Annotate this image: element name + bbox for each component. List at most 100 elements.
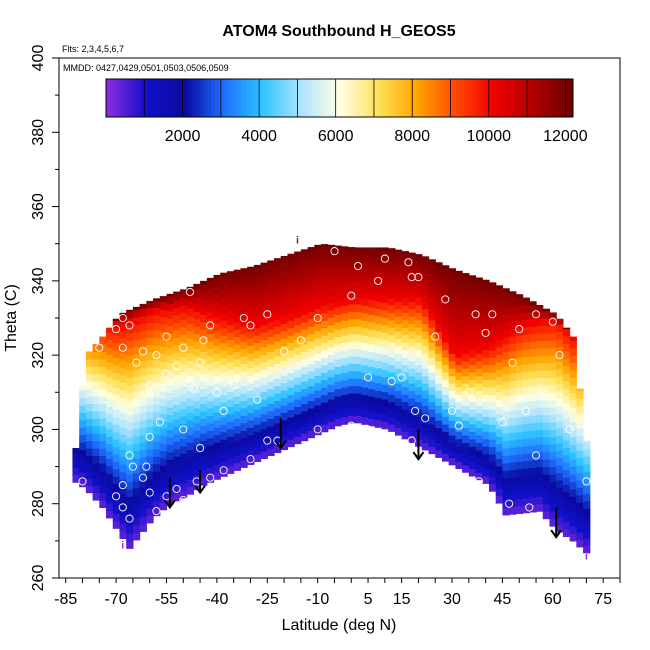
heatmap-cell xyxy=(220,468,228,477)
heatmap-cell xyxy=(448,435,456,444)
heatmap-cell xyxy=(354,348,362,357)
heatmap-cell xyxy=(300,262,309,271)
heatmap-cell xyxy=(119,367,127,376)
heatmap-cell xyxy=(448,331,456,340)
heatmap-cell xyxy=(488,446,497,455)
heatmap-cell xyxy=(233,440,241,449)
observation-point xyxy=(132,358,141,367)
heatmap-cell xyxy=(280,345,289,354)
heatmap-cell xyxy=(522,453,530,462)
heatmap-cell xyxy=(186,375,194,384)
heatmap-cell xyxy=(529,422,537,431)
heatmap-cell xyxy=(200,396,208,405)
heatmap-cell xyxy=(495,495,504,504)
heatmap-cell xyxy=(206,355,215,364)
heatmap-cell xyxy=(146,351,154,360)
heatmap-cell xyxy=(153,389,161,398)
heatmap-cell xyxy=(300,351,309,360)
heatmap-cell xyxy=(354,407,362,416)
heatmap-cell xyxy=(273,318,282,327)
observation-point xyxy=(441,295,450,304)
heatmap-cell xyxy=(287,394,295,403)
heatmap-cell xyxy=(556,390,564,399)
heatmap-cell xyxy=(132,391,141,400)
colorbar-segment xyxy=(106,79,111,117)
heatmap-cell xyxy=(112,318,121,321)
heatmap-cell xyxy=(509,320,517,329)
heatmap-cell xyxy=(495,384,504,393)
heatmap-cell xyxy=(347,281,356,290)
heatmap-cell xyxy=(576,388,584,392)
heatmap-cell xyxy=(509,439,517,448)
heatmap-cell xyxy=(361,357,369,366)
heatmap-cell xyxy=(388,371,396,380)
heatmap-cell xyxy=(361,290,369,299)
heatmap-cell xyxy=(542,377,551,386)
heatmap-cell xyxy=(435,264,443,273)
heatmap-cell xyxy=(314,323,322,332)
heatmap-cell xyxy=(556,509,564,518)
heatmap-cell xyxy=(179,371,188,380)
heatmap-cell xyxy=(253,290,262,299)
heatmap-cell xyxy=(126,474,134,483)
heatmap-cell xyxy=(536,436,544,445)
heatmap-cell xyxy=(119,315,127,324)
heatmap-cell xyxy=(314,382,322,391)
heatmap-cell xyxy=(475,279,483,288)
observation-point xyxy=(246,455,255,464)
heatmap-cell xyxy=(562,447,571,456)
heatmap-cell xyxy=(448,405,456,414)
heatmap-cell xyxy=(200,292,208,301)
observation-point xyxy=(125,514,134,523)
heatmap-cell xyxy=(488,335,497,344)
heatmap-cell xyxy=(354,247,362,253)
heatmap-cell xyxy=(206,430,215,439)
heatmap-cell xyxy=(206,400,215,409)
heatmap-cell xyxy=(92,403,100,412)
heatmap-cell xyxy=(401,349,409,358)
heatmap-cell xyxy=(213,308,221,317)
heatmap-cell xyxy=(126,384,134,393)
heatmap-cell xyxy=(179,401,188,410)
heatmap-cell xyxy=(441,401,450,410)
heatmap-cell xyxy=(388,349,396,358)
heatmap-cell xyxy=(173,441,181,450)
heatmap-cell xyxy=(112,372,121,381)
heatmap-cell xyxy=(193,482,201,491)
heatmap-cell xyxy=(569,503,577,512)
heatmap-cell xyxy=(273,370,282,379)
heatmap-cell xyxy=(119,441,127,450)
heatmap-cell xyxy=(529,482,537,491)
heatmap-cell xyxy=(220,416,228,425)
heatmap-cell xyxy=(462,353,470,362)
heatmap-cell xyxy=(475,405,483,414)
heatmap-cell xyxy=(441,267,450,276)
heatmap-cell xyxy=(179,416,188,425)
heatmap-cell xyxy=(495,443,504,452)
heatmap-cell xyxy=(153,315,161,324)
heatmap-cell xyxy=(200,329,208,338)
colorbar-segment xyxy=(405,79,411,117)
heatmap-cell xyxy=(515,342,524,351)
heatmap-cell xyxy=(126,451,134,460)
heatmap-cell xyxy=(240,274,248,283)
heatmap-cell xyxy=(179,490,188,499)
heatmap-cell xyxy=(462,420,470,429)
heatmap-cell xyxy=(475,360,483,369)
descent-arrow xyxy=(550,507,562,539)
heatmap-cell xyxy=(441,305,450,314)
heatmap-cell xyxy=(509,402,517,411)
observation-point xyxy=(582,477,591,486)
heatmap-cell xyxy=(79,386,87,391)
heatmap-cell xyxy=(583,537,591,546)
heatmap-cell xyxy=(186,338,194,347)
heatmap-cell xyxy=(146,478,154,487)
heatmap-cell xyxy=(556,524,564,533)
heatmap-cell xyxy=(253,297,262,306)
heatmap-cell xyxy=(388,282,396,291)
heatmap-cell xyxy=(126,488,134,497)
observation-point xyxy=(407,273,416,282)
heatmap-cell xyxy=(569,414,577,423)
colorbar-segment xyxy=(148,79,154,117)
heatmap-cell xyxy=(119,508,127,517)
